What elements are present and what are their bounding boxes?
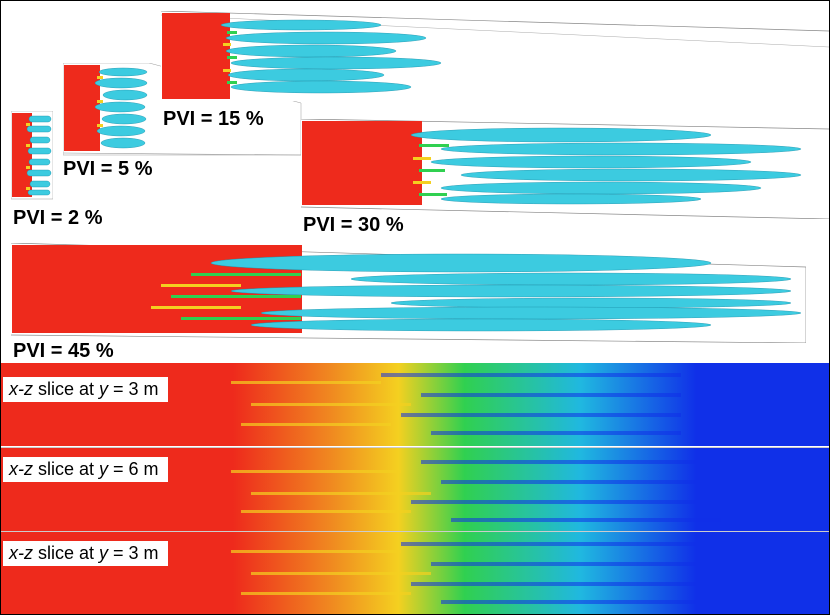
slice-label-var: y [99,543,109,563]
slice-label-mid: slice at [33,459,100,479]
pvi-label-15: PVI = 15 % [163,108,264,130]
front-zone [419,144,449,196]
front-zone-yellow [413,157,431,184]
slice-label-prefix: x-z [9,543,33,563]
slice-panel-1 [1,363,829,446]
snapshot-pvi-30 [301,119,829,219]
snapshot-pvi-5 [63,63,303,158]
snapshot-pvi-45-render [11,243,806,343]
slice-label-2: x-z slice at y = 6 m [3,457,168,482]
isosurface-fingers [26,115,52,196]
slice-label-1: x-z slice at y = 3 m [3,377,168,402]
slice-label-prefix: x-z [9,459,33,479]
slice-label-mid: slice at [33,543,100,563]
slice-3-render [1,532,829,614]
front-zone [97,76,103,127]
slice-label-suffix: = 3 m [108,379,159,399]
snapshot-pvi-30-render [301,119,829,219]
front-zone [26,123,30,190]
slice-label-suffix: = 3 m [108,543,159,563]
pvi-label-30: PVI = 30 % [303,214,404,236]
isosurface-fingers [94,67,148,149]
slice-label-suffix: = 6 m [108,459,159,479]
injected-region [12,113,32,197]
snapshot-pvi-15-render [161,11,829,101]
snapshot-pvi-2 [11,111,53,201]
front-zone-yellow [223,43,231,72]
isosurface-fingers [410,127,802,205]
front-zone-yellow [151,284,241,309]
front-zone [171,273,301,320]
pvi-label-5: PVI = 5 % [63,158,153,180]
snapshot-pvi-15 [161,11,829,107]
pvi-label-45: PVI = 45 % [13,340,114,362]
slice-label-3: x-z slice at y = 3 m [3,541,168,566]
snapshot-pvi-45 [11,243,806,343]
slice-label-prefix: x-z [9,379,33,399]
isosurface-fingers [220,19,442,94]
slice-label-var: y [99,459,109,479]
slice-1-render [1,363,829,446]
slice-label-var: y [99,379,109,399]
injected-region [64,65,100,151]
slice-label-mid: slice at [33,379,100,399]
injected-region [162,13,230,99]
front-zone [227,31,237,84]
snapshot-pvi-2-render [11,111,53,200]
injected-region [302,121,422,205]
isosurface-fingers [210,253,802,332]
snapshot-pvi-5-render [63,63,302,156]
slice-panel-3 [1,531,829,614]
pvi-label-2: PVI = 2 % [13,207,103,229]
